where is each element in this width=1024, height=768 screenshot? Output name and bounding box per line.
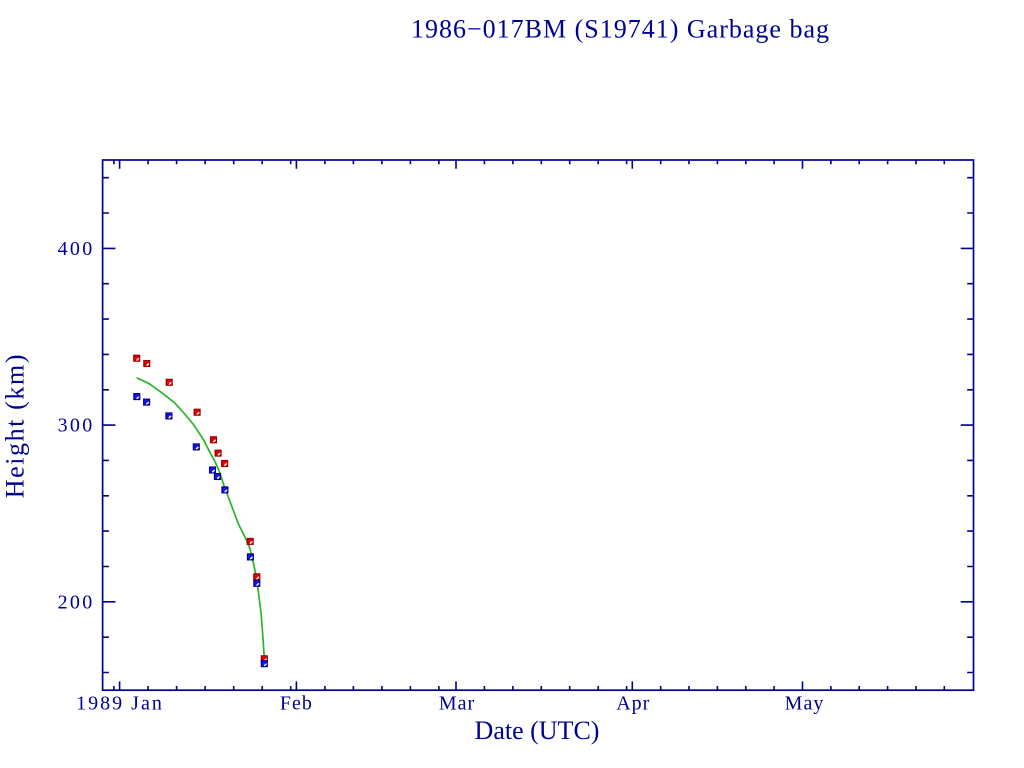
svg-text:1986−017BM (S19741) Garbage ba: 1986−017BM (S19741) Garbage bag (411, 14, 830, 43)
svg-text:300: 300 (58, 415, 95, 437)
svg-text:1989 Jan: 1989 Jan (76, 693, 164, 715)
svg-text:Mar: Mar (439, 693, 475, 715)
svg-text:200: 200 (58, 591, 95, 613)
svg-text:Feb: Feb (280, 693, 313, 715)
svg-text:Date (UTC): Date (UTC) (475, 716, 600, 745)
svg-text:400: 400 (58, 238, 95, 260)
svg-text:Apr: Apr (616, 693, 650, 715)
svg-text:May: May (785, 693, 825, 715)
svg-text:Height (km): Height (km) (1, 353, 30, 498)
